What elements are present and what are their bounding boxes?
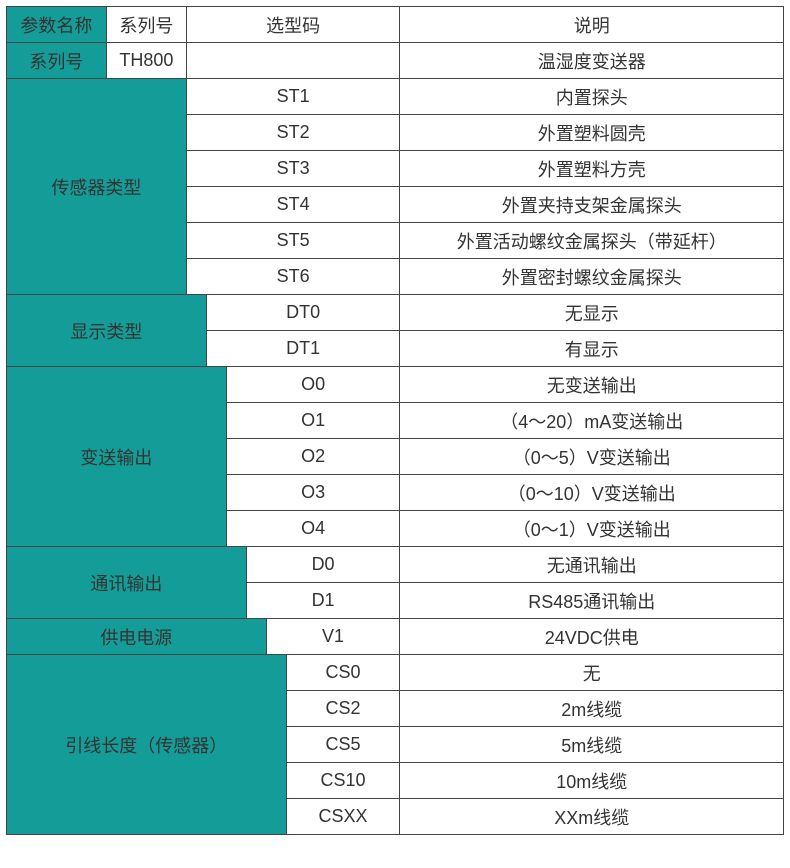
header-row: 参数名称 系列号 选型码 说明	[7, 7, 784, 43]
power-desc-0: 24VDC供电	[400, 619, 784, 655]
display-label: 显示类型	[7, 295, 207, 367]
header-param: 参数名称	[7, 7, 107, 43]
output-desc-2: （0～5）V变送输出	[400, 439, 784, 475]
output-desc-4: （0～1）V变送输出	[400, 511, 784, 547]
comm-code-1: D1	[246, 583, 400, 619]
header-desc: 说明	[400, 7, 784, 43]
spec-table: 参数名称 系列号 选型码 说明 系列号 TH800 温湿度变送器 传感器类型 S…	[6, 6, 784, 835]
sensor-desc-1: 外置塑料圆壳	[400, 115, 784, 151]
output-code-0: O0	[226, 367, 400, 403]
cable-code-2: CS5	[286, 727, 400, 763]
header-series: 系列号	[106, 7, 186, 43]
cable-code-3: CS10	[286, 763, 400, 799]
cable-code-1: CS2	[286, 691, 400, 727]
cable-desc-3: 10m线缆	[400, 763, 784, 799]
output-code-4: O4	[226, 511, 400, 547]
cable-code-0: CS0	[286, 655, 400, 691]
cable-desc-2: 5m线缆	[400, 727, 784, 763]
output-code-3: O3	[226, 475, 400, 511]
series-value: TH800	[106, 43, 186, 79]
comm-row-0: 通讯输出 D0 无通讯输出	[7, 547, 784, 583]
series-desc: 温湿度变送器	[400, 43, 784, 79]
series-code-blank	[186, 43, 400, 79]
sensor-desc-3: 外置夹持支架金属探头	[400, 187, 784, 223]
cable-desc-1: 2m线缆	[400, 691, 784, 727]
header-code: 选型码	[186, 7, 400, 43]
cable-desc-0: 无	[400, 655, 784, 691]
output-desc-1: （4～20）mA变送输出	[400, 403, 784, 439]
sensor-desc-0: 内置探头	[400, 79, 784, 115]
display-row-0: 显示类型 DT0 无显示	[7, 295, 784, 331]
display-desc-1: 有显示	[400, 331, 784, 367]
output-code-1: O1	[226, 403, 400, 439]
sensor-label: 传感器类型	[7, 79, 187, 295]
comm-code-0: D0	[246, 547, 400, 583]
sensor-code-2: ST3	[186, 151, 400, 187]
power-row-0: 供电电源 V1 24VDC供电	[7, 619, 784, 655]
sensor-code-0: ST1	[186, 79, 400, 115]
sensor-code-5: ST6	[186, 259, 400, 295]
display-code-1: DT1	[206, 331, 400, 367]
display-desc-0: 无显示	[400, 295, 784, 331]
series-row: 系列号 TH800 温湿度变送器	[7, 43, 784, 79]
sensor-code-1: ST2	[186, 115, 400, 151]
cable-row-0: 引线长度（传感器） CS0 无	[7, 655, 784, 691]
comm-desc-0: 无通讯输出	[400, 547, 784, 583]
output-desc-3: （0～10）V变送输出	[400, 475, 784, 511]
comm-label: 通讯输出	[7, 547, 247, 619]
sensor-desc-4: 外置活动螺纹金属探头（带延杆）	[400, 223, 784, 259]
sensor-code-3: ST4	[186, 187, 400, 223]
cable-code-4: CSXX	[286, 799, 400, 835]
display-code-0: DT0	[206, 295, 400, 331]
series-label: 系列号	[7, 43, 107, 79]
output-label: 变送输出	[7, 367, 227, 547]
output-desc-0: 无变送输出	[400, 367, 784, 403]
sensor-row-0: 传感器类型 ST1 内置探头	[7, 79, 784, 115]
cable-desc-4: XXm线缆	[400, 799, 784, 835]
sensor-desc-5: 外置密封螺纹金属探头	[400, 259, 784, 295]
sensor-desc-2: 外置塑料方壳	[400, 151, 784, 187]
power-label: 供电电源	[7, 619, 267, 655]
output-row-0: 变送输出 O0 无变送输出	[7, 367, 784, 403]
comm-desc-1: RS485通讯输出	[400, 583, 784, 619]
power-code-0: V1	[266, 619, 400, 655]
output-code-2: O2	[226, 439, 400, 475]
cable-label: 引线长度（传感器）	[7, 655, 287, 835]
sensor-code-4: ST5	[186, 223, 400, 259]
